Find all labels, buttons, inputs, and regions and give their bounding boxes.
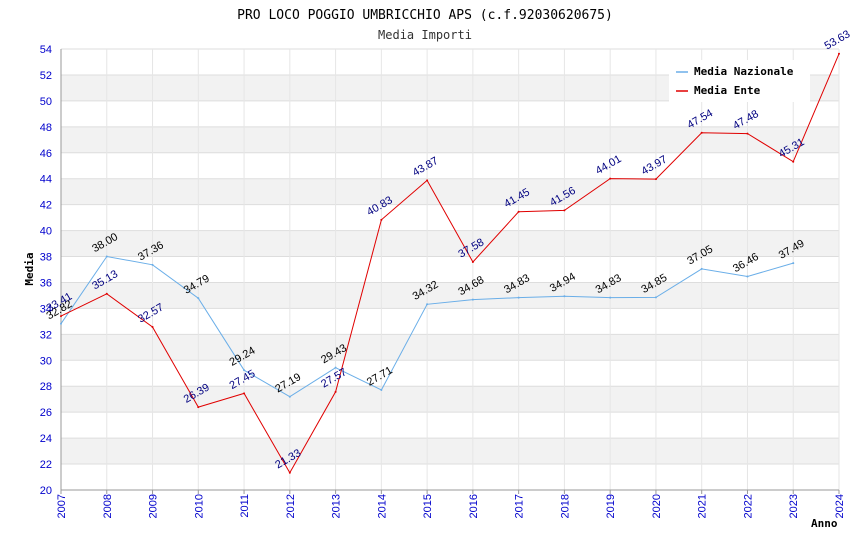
x-tick-label: 2014 <box>376 494 388 518</box>
y-tick-label: 28 <box>40 381 52 393</box>
grid-band <box>61 230 839 257</box>
grid-band <box>61 282 839 309</box>
data-point-media-nazionale <box>426 303 429 306</box>
y-tick-label: 32 <box>40 329 52 341</box>
grid-band <box>61 178 839 205</box>
data-point-media-nazionale <box>609 296 612 299</box>
x-tick-label: 2023 <box>788 494 800 518</box>
x-tick-label: 2007 <box>56 494 68 518</box>
x-axis-ticks: 2007 2008 2009 2010 2011 2012 2013 2014 2015 2016… <box>56 490 846 518</box>
data-label-media-ente: 43.87 <box>411 155 441 179</box>
y-tick-label: 38 <box>40 252 52 264</box>
data-point-media-nazionale <box>288 395 291 398</box>
y-tick-label: 54 <box>40 44 52 56</box>
data-point-media-ente <box>105 292 108 295</box>
chart-title: PRO LOCO POGGIO UMBRICCHIO APS (c.f.9203… <box>237 8 613 23</box>
data-point-media-nazionale <box>151 263 154 266</box>
data-point-media-nazionale <box>792 262 795 265</box>
data-point-media-nazionale <box>243 369 246 372</box>
x-tick-label: 2016 <box>468 494 480 518</box>
y-tick-label: 52 <box>40 70 52 82</box>
x-tick-label: 2010 <box>193 494 205 518</box>
data-point-media-nazionale <box>197 297 200 300</box>
x-tick-label: 2009 <box>148 494 160 518</box>
grid-band <box>61 386 839 413</box>
series-line-media-ente <box>60 53 840 474</box>
x-tick-label: 2022 <box>742 494 754 518</box>
data-point-media-ente <box>60 315 62 318</box>
y-tick-label: 26 <box>40 407 52 419</box>
data-point-media-nazionale <box>654 296 657 299</box>
data-point-media-nazionale <box>105 255 108 258</box>
grid-band <box>61 334 839 361</box>
data-point-media-ente <box>700 131 703 134</box>
y-tick-label: 46 <box>40 148 52 160</box>
y-tick-label: 34 <box>40 303 52 315</box>
x-tick-label: 2008 <box>102 494 114 518</box>
legend: Media Nazionale Media Ente <box>669 60 810 102</box>
data-point-media-ente <box>563 209 566 212</box>
data-label-media-nazionale: 27.71 <box>365 364 395 388</box>
data-point-media-ente <box>654 178 657 181</box>
data-point-media-nazionale <box>700 267 703 270</box>
x-tick-label: 2024 <box>834 494 846 518</box>
x-tick-label: 2011 <box>239 494 251 518</box>
data-point-media-ente <box>380 218 383 221</box>
y-tick-label: 50 <box>40 96 52 108</box>
y-tick-label: 24 <box>40 433 52 445</box>
x-tick-label: 2020 <box>651 494 663 518</box>
x-tick-label: 2017 <box>514 494 526 518</box>
data-point-media-ente <box>471 260 474 263</box>
y-axis-ticks: 20 22 24 26 28 30 32 34 36 38 40 42 44 46 48 50 52 54 <box>40 44 52 497</box>
grid-band <box>61 126 839 153</box>
data-point-media-ente <box>243 392 246 395</box>
y-tick-label: 48 <box>40 122 52 134</box>
grid-lines <box>60 48 840 491</box>
y-tick-label: 42 <box>40 200 52 212</box>
data-point-media-ente <box>288 471 291 474</box>
y-tick-label: 22 <box>40 459 52 471</box>
x-tick-label: 2013 <box>331 494 343 518</box>
y-tick-label: 30 <box>40 355 52 367</box>
data-point-media-ente <box>792 160 795 163</box>
data-point-media-nazionale <box>334 366 337 369</box>
x-tick-label: 2018 <box>559 494 571 518</box>
y-tick-label: 40 <box>40 226 52 238</box>
data-point-media-nazionale <box>563 295 566 298</box>
x-tick-label: 2012 <box>285 494 297 518</box>
y-tick-label: 20 <box>40 485 52 497</box>
legend-label-media-nazionale: Media Nazionale <box>694 65 794 78</box>
series-lines <box>60 52 840 474</box>
x-tick-label: 2019 <box>605 494 617 518</box>
y-tick-label: 44 <box>40 174 52 186</box>
data-point-media-ente <box>517 210 520 213</box>
grid-band <box>61 438 839 465</box>
data-point-media-nazionale <box>746 275 749 278</box>
data-point-media-nazionale <box>517 296 520 299</box>
data-label-media-ente: 43.97 <box>639 154 669 178</box>
data-point-media-ente <box>197 406 200 409</box>
data-point-media-ente <box>151 325 154 328</box>
grid-bands <box>61 74 839 465</box>
data-point-media-ente <box>426 179 429 182</box>
data-point-media-ente <box>838 52 840 55</box>
x-tick-label: 2021 <box>697 494 709 518</box>
data-point-media-ente <box>609 177 612 180</box>
y-tick-label: 36 <box>40 277 52 289</box>
x-tick-label: 2015 <box>422 494 434 518</box>
data-point-media-nazionale <box>60 322 62 325</box>
chart-subtitle: Media Importi <box>378 28 472 42</box>
x-axis-label: Anno <box>811 517 838 530</box>
data-point-media-nazionale <box>471 298 474 301</box>
legend-label-media-ente: Media Ente <box>694 84 761 97</box>
y-axis-label: Media <box>23 252 36 285</box>
data-point-media-ente <box>746 132 749 135</box>
data-label-media-ente: 44.01 <box>594 153 624 177</box>
legend-box <box>669 60 810 102</box>
data-point-media-nazionale <box>380 388 383 391</box>
data-point-media-ente <box>334 390 337 393</box>
